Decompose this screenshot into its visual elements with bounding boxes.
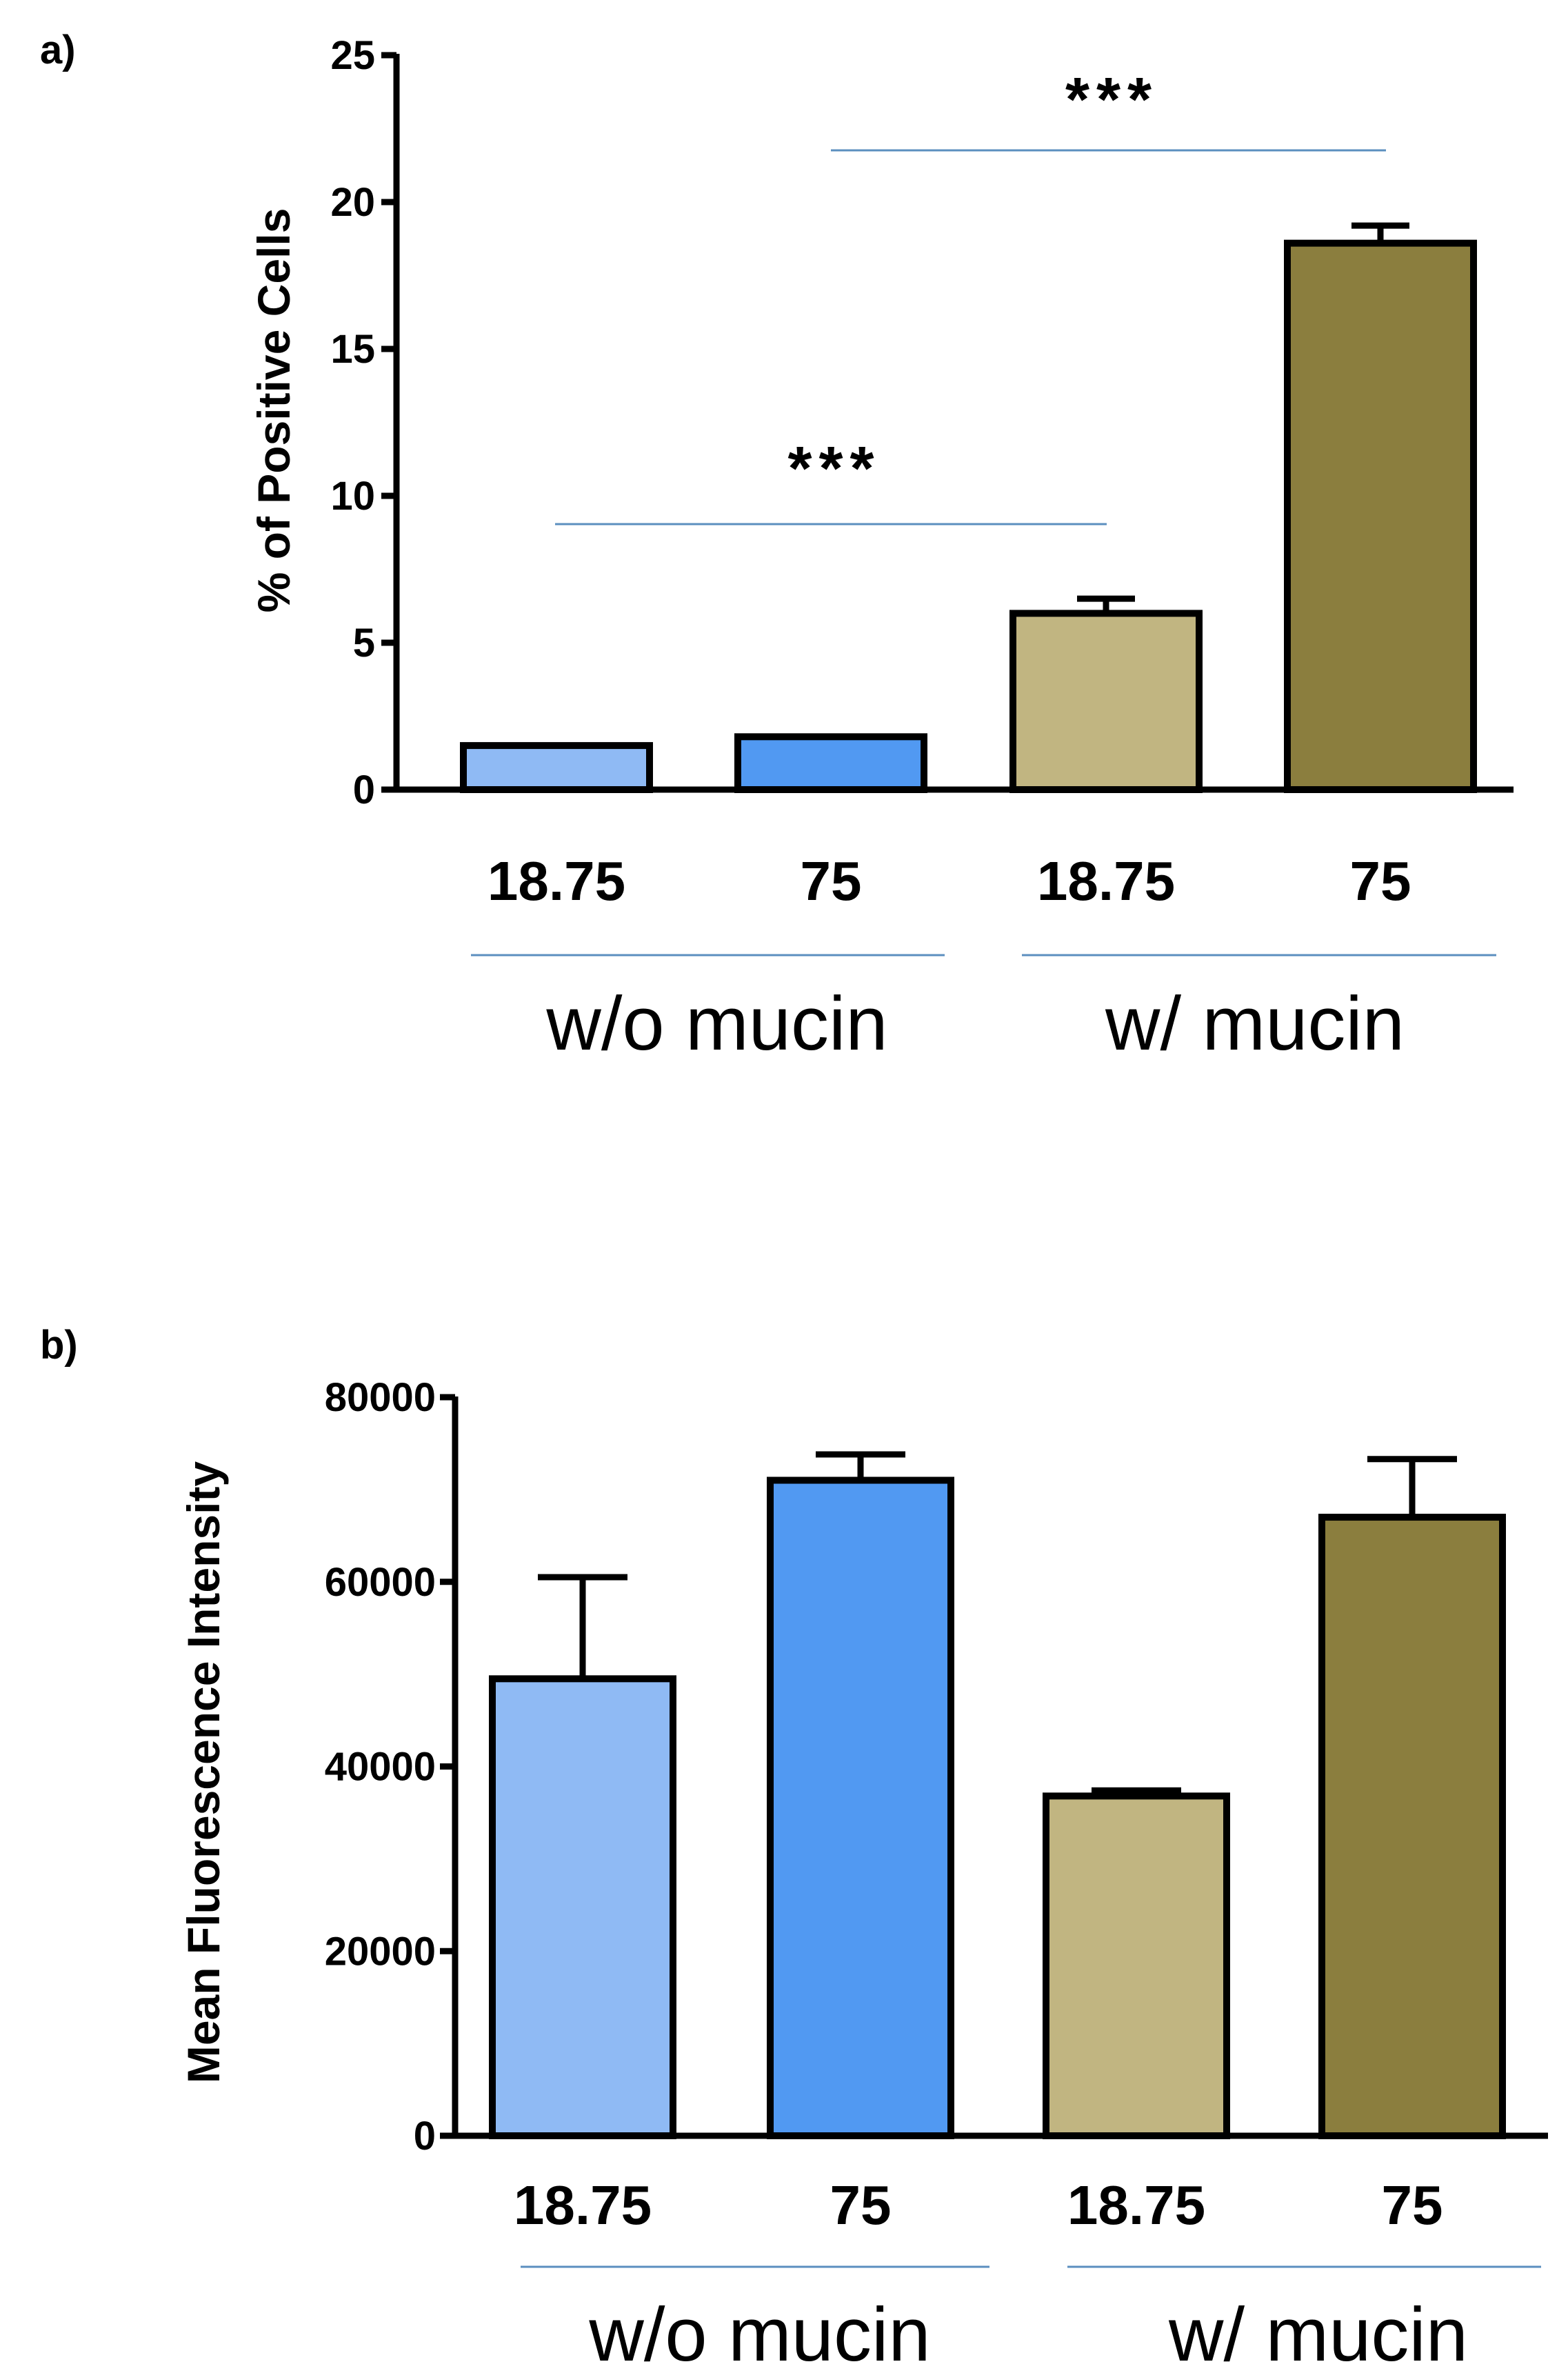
panel-b-bar bbox=[1043, 1792, 1230, 2140]
panel-a-group-label: w/o mucin bbox=[545, 981, 887, 1066]
panel-b-group-label: w/o mucin bbox=[588, 2292, 930, 2373]
panel-b-y-tick-label: 0 bbox=[414, 2114, 436, 2159]
panel-b-letter: b) bbox=[40, 1323, 78, 1368]
panel-a: a) % of Positive Cells 0 5 10 15 20 25 18.75 7… bbox=[40, 28, 1514, 1066]
panel-b-category-label: 75 bbox=[830, 2174, 892, 2236]
panel-b-category-label: 18.75 bbox=[514, 2174, 652, 2236]
panel-b-group-label: w/ mucin bbox=[1168, 2292, 1468, 2373]
panel-a-y-tick-label: 10 bbox=[330, 474, 375, 519]
panel-b-y-tick-label: 20000 bbox=[325, 1929, 436, 1974]
panel-a-bar bbox=[1009, 610, 1203, 794]
panel-a-significance: *** *** bbox=[555, 66, 1386, 525]
panel-b-group-labels: w/o mucin w/ mucin bbox=[521, 2265, 1541, 2373]
panel-a-y-axis-title: % of Positive Cells bbox=[248, 208, 299, 613]
panel-a-y-tick-label: 0 bbox=[353, 768, 375, 812]
panel-b-category-label: 75 bbox=[1382, 2174, 1443, 2236]
panel-a-y-ticks: 0 5 10 15 20 25 bbox=[330, 33, 396, 812]
panel-a-significance-label: *** bbox=[1065, 66, 1158, 134]
panel-a-marks bbox=[460, 222, 1477, 794]
panel-b-bar bbox=[489, 1675, 676, 2140]
panel-b-bar bbox=[1318, 1514, 1506, 2140]
panel-a-group-label: w/ mucin bbox=[1105, 981, 1405, 1066]
panel-a-y-tick-label: 15 bbox=[330, 327, 375, 372]
panel-a-y-tick-label: 20 bbox=[330, 180, 375, 225]
panel-b-bar bbox=[767, 1476, 954, 2140]
panel-b-y-tick-label: 40000 bbox=[325, 1745, 436, 1790]
panel-a-bar bbox=[734, 733, 927, 793]
panel-a-letter: a) bbox=[40, 28, 76, 72]
panel-b-y-axis-title: Mean Fluorescence Intensity bbox=[178, 1461, 229, 2084]
panel-a-bar bbox=[1284, 239, 1477, 793]
panel-b-y-tick-label: 60000 bbox=[325, 1560, 436, 1605]
panel-a-y-tick-label: 5 bbox=[353, 621, 375, 665]
panel-a-category-label: 18.75 bbox=[1037, 850, 1175, 912]
panel-a-category-label: 18.75 bbox=[488, 850, 625, 912]
panel-a-y-tick-label: 25 bbox=[330, 33, 375, 78]
panel-a-category-label: 75 bbox=[1350, 850, 1411, 912]
panel-b: b) Mean Fluorescence Intensity 0 20000 400… bbox=[40, 1323, 1548, 2373]
panel-a-category-labels: 18.75 75 18.75 75 bbox=[488, 850, 1411, 912]
panel-a-group-labels: w/o mucin w/ mucin bbox=[471, 954, 1496, 1066]
panel-b-category-label: 18.75 bbox=[1067, 2174, 1205, 2236]
panel-a-category-label: 75 bbox=[801, 850, 862, 912]
panel-b-category-labels: 18.75 75 18.75 75 bbox=[514, 2174, 1443, 2236]
panel-a-axes bbox=[393, 54, 1514, 793]
panel-b-marks bbox=[489, 1451, 1506, 2140]
panel-b-y-ticks: 0 20000 40000 60000 80000 bbox=[325, 1375, 455, 2159]
panel-a-bar bbox=[460, 742, 653, 793]
panel-a-significance-label: *** bbox=[787, 434, 881, 503]
panel-b-y-tick-label: 80000 bbox=[325, 1375, 436, 1420]
